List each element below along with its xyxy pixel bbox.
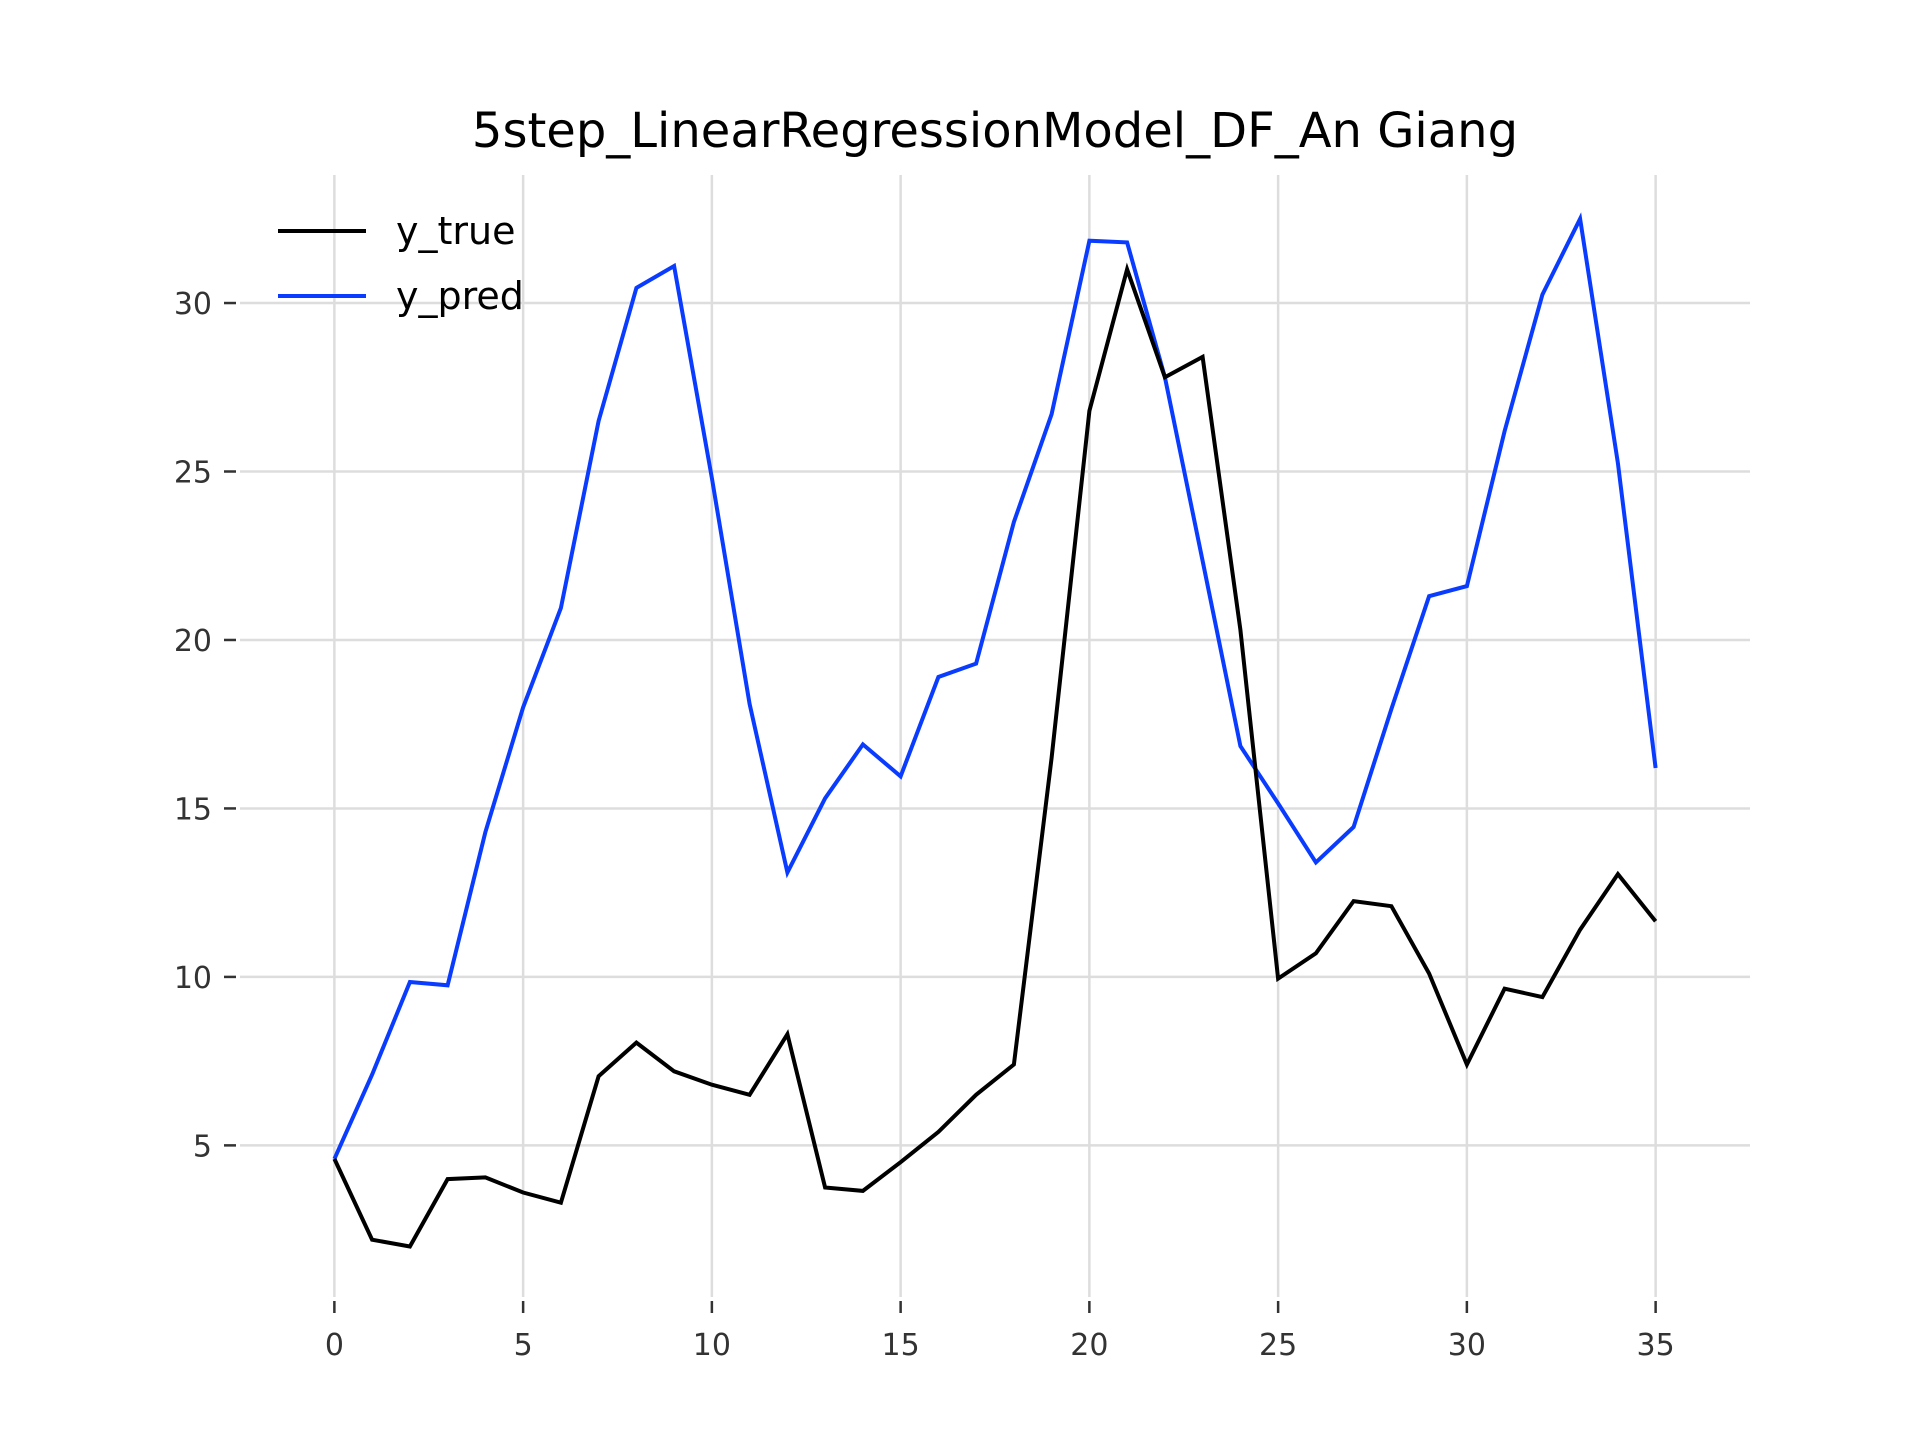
x-tick-label: 0 <box>325 1328 344 1363</box>
y-tick-label: 25 <box>174 456 212 491</box>
y-tick-label: 15 <box>174 792 212 827</box>
legend-label-y-true: y_true <box>396 209 515 253</box>
y-tick-label: 5 <box>193 1129 212 1164</box>
x-tick-label: 15 <box>882 1328 920 1363</box>
legend: y_true y_pred <box>278 209 524 318</box>
y-tick-label: 30 <box>174 287 212 322</box>
legend-label-y-pred: y_pred <box>396 274 524 318</box>
series-line-y-true <box>332 262 1658 1249</box>
series-line-y-pred <box>332 212 1658 1160</box>
series-layer <box>332 212 1658 1249</box>
x-tick-label: 25 <box>1259 1328 1297 1363</box>
chart-title: 5step_LinearRegressionModel_DF_An Giang <box>472 103 1518 159</box>
x-tick-label: 35 <box>1637 1328 1675 1363</box>
grid-layer <box>240 175 1750 1297</box>
y-tick-label: 20 <box>174 624 212 659</box>
tick-layer: 0 5 10 15 20 25 30 35 5 10 15 20 25 30 <box>174 287 1675 1363</box>
x-tick-label: 20 <box>1070 1328 1108 1363</box>
x-tick-label: 5 <box>514 1328 533 1363</box>
x-tick-label: 30 <box>1448 1328 1486 1363</box>
y-tick-label: 10 <box>174 961 212 996</box>
x-tick-label: 10 <box>693 1328 731 1363</box>
